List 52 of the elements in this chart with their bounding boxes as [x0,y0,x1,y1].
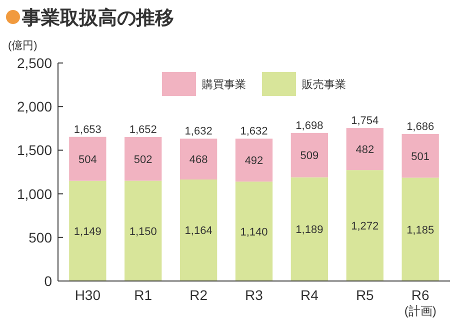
legend-label: 販売事業 [302,78,346,91]
bar [235,138,273,182]
data-label: 1,140 [240,226,268,238]
total-label: 1,686 [406,120,434,133]
total-label: 1,698 [296,120,324,132]
y-axis-title: (億円) [8,39,38,52]
data-label: 468 [189,154,208,166]
bar [346,128,384,170]
y-tick-label: 2,500 [16,55,52,71]
y-tick-label: 500 [28,229,52,246]
data-label: 1,189 [296,224,324,236]
data-label: 501 [411,150,430,163]
data-label: 1,164 [184,225,212,238]
bar [290,132,328,178]
total-label: 1,652 [129,124,157,136]
total-label: 1,754 [351,115,379,128]
bar [235,182,273,281]
x-tick-label: R2 [190,287,208,303]
bar [346,170,384,281]
x-tick-label: R4 [300,287,319,303]
bar [402,134,439,178]
data-label: 1,185 [406,224,434,236]
total-label: 1,632 [240,126,268,138]
data-label: 492 [244,155,264,168]
x-tick-label: R5 [356,287,374,303]
bar [290,177,328,281]
x-tick-label: R3 [245,287,264,303]
total-label: 1,653 [74,124,102,136]
y-tick-label: 1,000 [16,186,52,202]
y-tick-label: 1,500 [16,142,52,158]
bar [180,180,218,281]
data-label: 504 [78,154,97,166]
data-label: 1,150 [129,226,157,238]
x-tick-label: R6 (計画) [404,287,436,318]
bar [69,136,106,181]
bar [180,138,218,180]
legend-label: 購買事業 [202,78,246,91]
chart-title: 事業取扱高の推移 [21,7,174,29]
x-tick-label: R1 [134,287,152,303]
bar [69,180,106,281]
data-label: 509 [300,150,319,162]
bar [124,136,162,181]
data-label: 1,272 [351,220,379,233]
bar [124,180,162,281]
bar [402,178,439,281]
data-label: 1,149 [74,226,102,238]
total-label: 1,632 [184,126,212,138]
data-label: 482 [356,144,374,156]
y-tick-label: 0 [44,273,52,289]
x-tick-label: H30 [74,287,101,303]
data-label: 502 [134,154,152,166]
y-tick-label: 2,000 [16,98,52,115]
